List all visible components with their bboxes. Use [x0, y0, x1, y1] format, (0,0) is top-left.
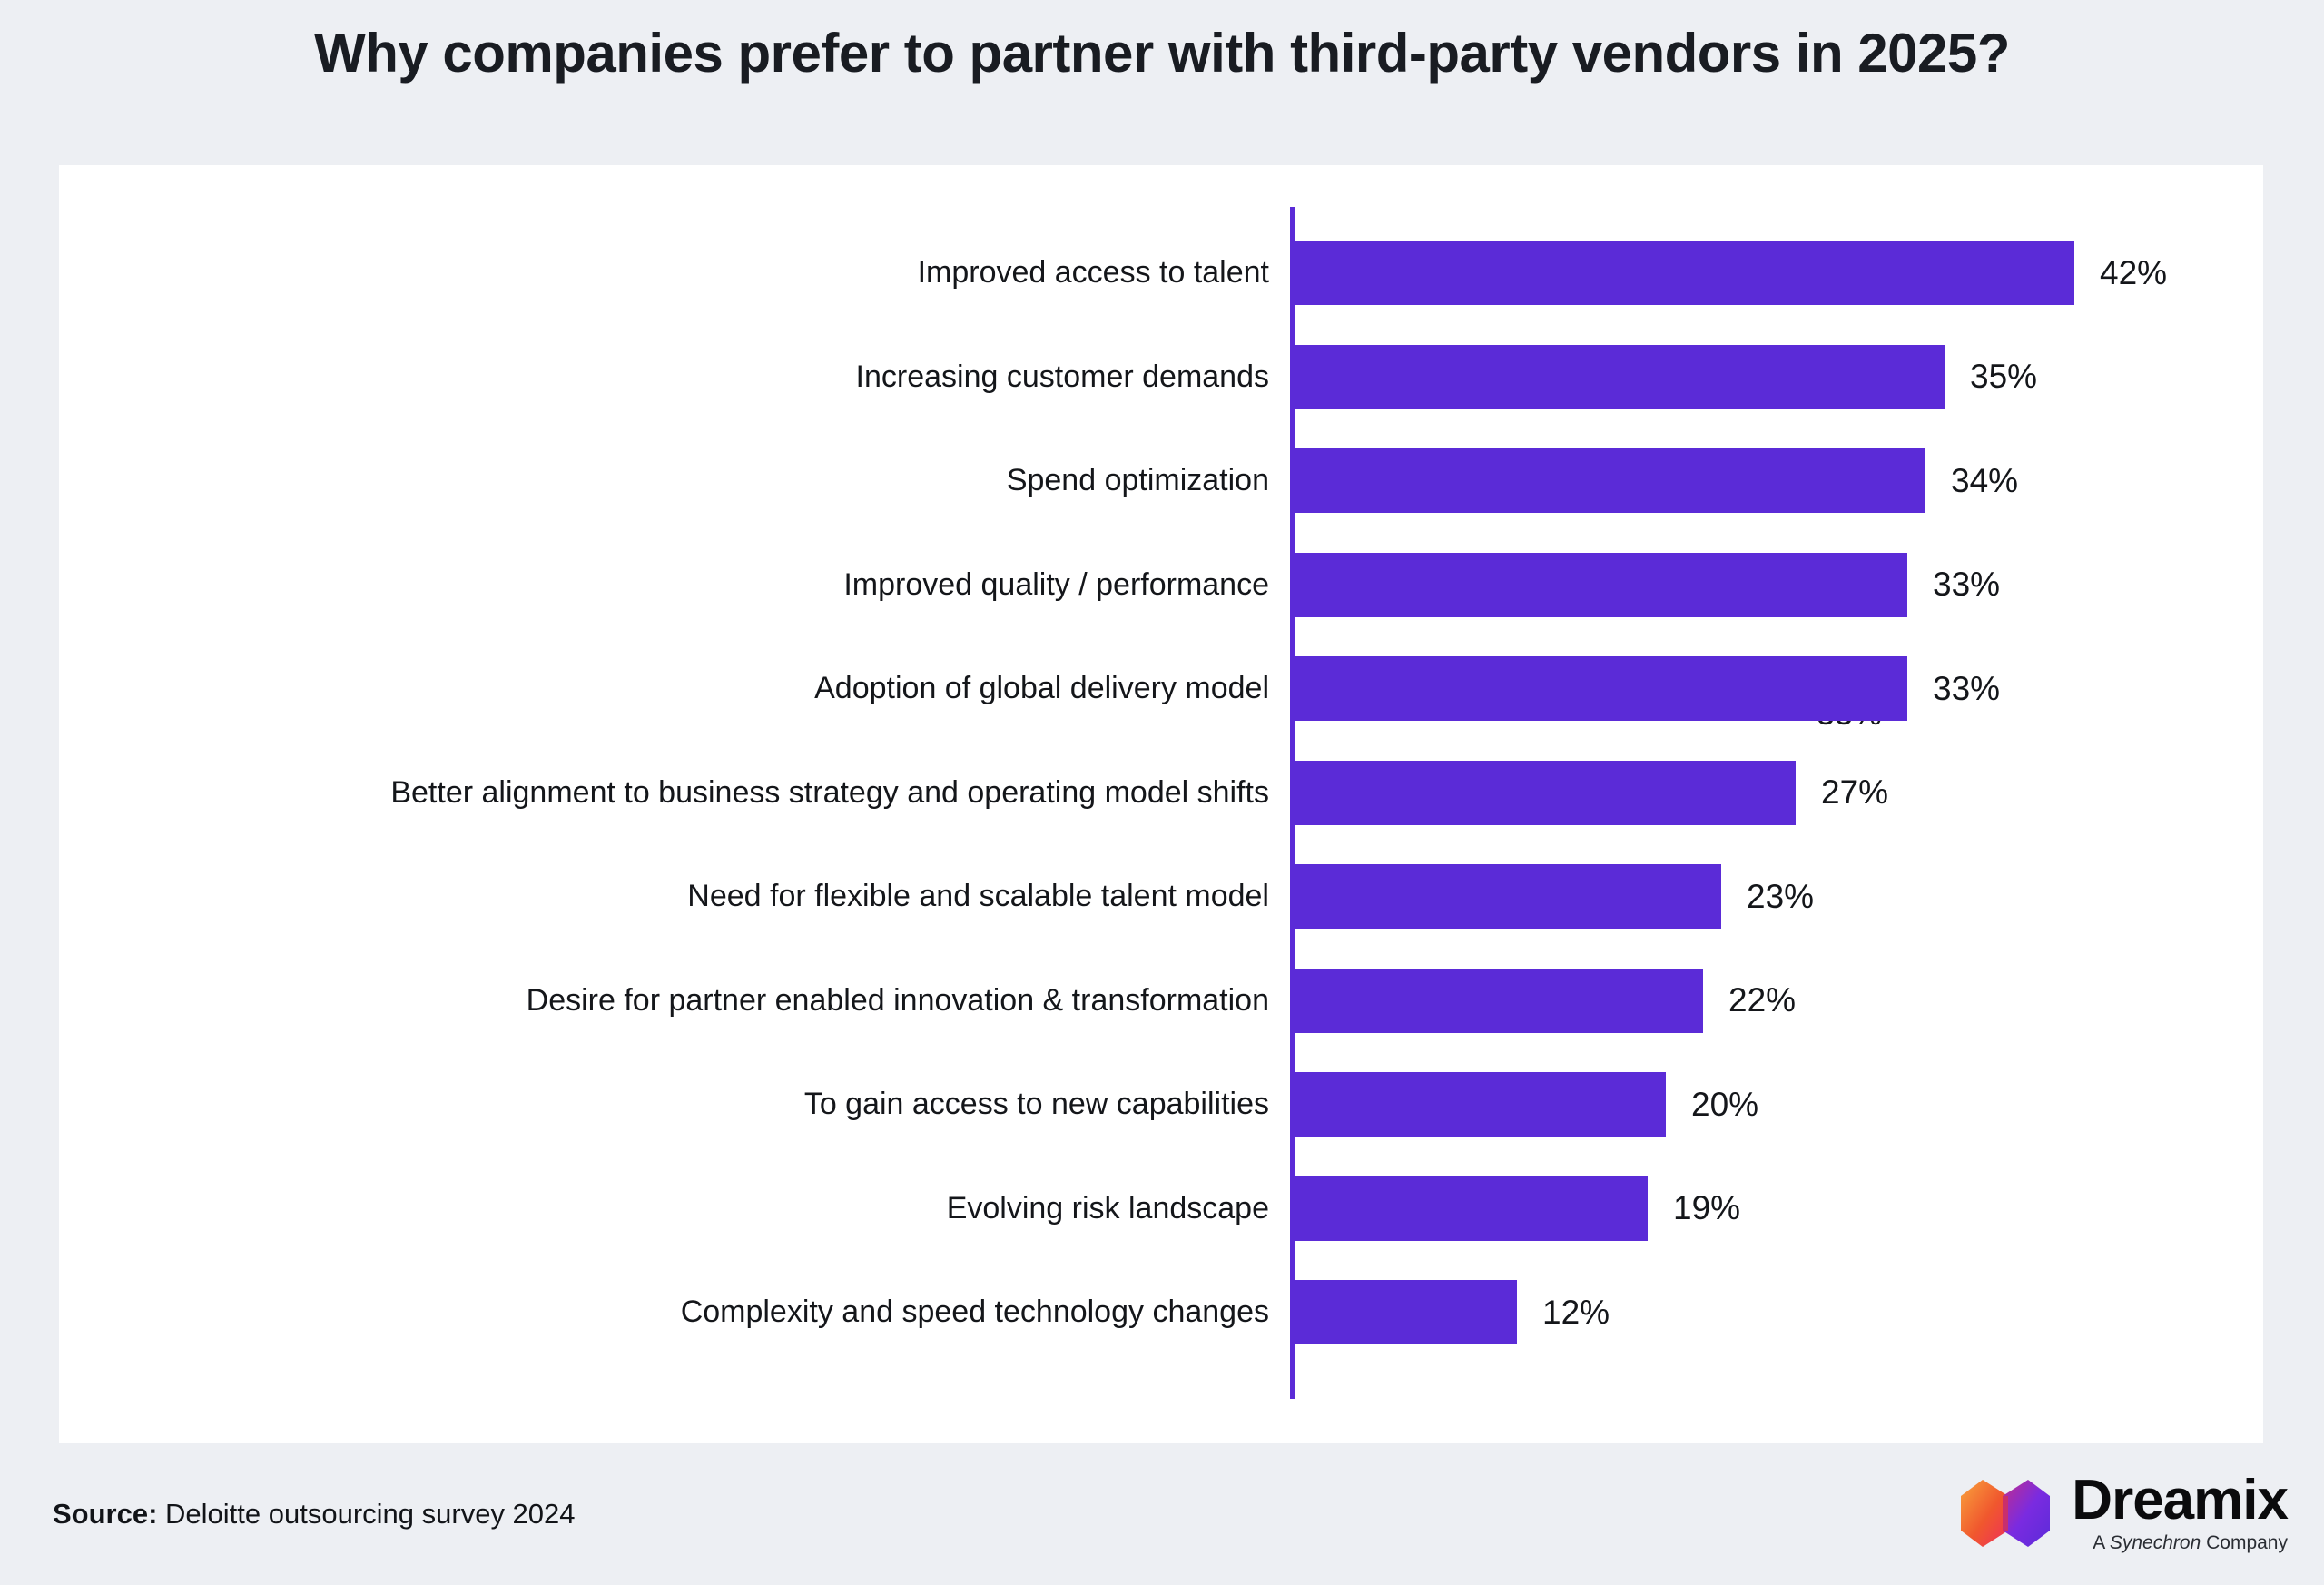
chart-card: Improved access to talent 42% Increasing c… [59, 165, 2263, 1443]
value-label: 22% [1728, 981, 1797, 1019]
category-label: Evolving risk landscape [946, 1190, 1269, 1226]
source-line: Source: Deloitte outsourcing survey 2024 [53, 1498, 576, 1531]
chart-row: Need for flexible and scalable talent mo… [59, 864, 2263, 929]
bar [1295, 552, 1907, 617]
tagline-prefix: A [2093, 1532, 2110, 1553]
category-label: Improved access to talent [917, 255, 1269, 290]
category-label: Better alignment to business strategy an… [390, 774, 1269, 810]
category-label: Increasing customer demands [855, 359, 1269, 394]
value-label: 33% [1933, 566, 2001, 603]
chart-row: Adoption of global delivery model 33% [59, 656, 2263, 721]
bar [1295, 448, 1925, 513]
value-label: 27% [1821, 773, 1889, 811]
bar [1295, 968, 1703, 1033]
dreamix-logo-text: Dreamix A Synechron Company [2072, 1469, 2289, 1554]
bar [1295, 1176, 1648, 1241]
bar [1295, 344, 1945, 409]
chart-row: Spend optimization 34% [59, 448, 2263, 513]
chart-row: Improved quality / performance 33% [59, 552, 2263, 617]
value-label: 23% [1747, 877, 1815, 915]
bar [1295, 864, 1721, 929]
page-title: Why companies prefer to partner with thi… [314, 23, 2010, 84]
category-label: Spend optimization [1006, 463, 1269, 497]
value-label: 33% [1933, 669, 2001, 707]
value-label: 20% [1691, 1085, 1759, 1123]
tagline-brand: Synechron [2109, 1532, 2201, 1553]
chart-row: Increasing customer demands 35% [59, 344, 2263, 409]
value-label: 42% [2100, 253, 2168, 291]
value-label: 12% [1542, 1293, 1610, 1331]
value-label: 35% [1970, 358, 2038, 395]
category-label: Improved quality / performance [843, 566, 1269, 602]
dreamix-logo: Dreamix A Synechron Company [1957, 1469, 2289, 1554]
chart-row: Evolving risk landscape 19% [59, 1176, 2263, 1241]
axis-baseline [1290, 207, 1295, 1399]
category-label: Desire for partner enabled innovation & … [526, 982, 1269, 1018]
dreamix-wordmark: Dreamix [2072, 1469, 2289, 1531]
chart-rows: Improved access to talent 42% Increasing c… [59, 165, 2263, 1443]
bar [1295, 241, 2074, 305]
value-label: 19% [1673, 1189, 1741, 1226]
bar [1295, 1072, 1666, 1137]
bar [1295, 1280, 1517, 1344]
tagline-suffix: Company [2201, 1532, 2288, 1553]
chart-row: Desire for partner enabled innovation & … [59, 968, 2263, 1033]
chart-row: Complexity and speed technology changes 1… [59, 1280, 2263, 1344]
category-label: Adoption of global delivery model [814, 671, 1269, 705]
dreamix-logo-mark-icon [1961, 1480, 2051, 1547]
bar [1295, 656, 1907, 721]
dreamix-tagline: A Synechron Company [2093, 1532, 2288, 1554]
source-text: Deloitte outsourcing survey 2024 [157, 1498, 576, 1530]
category-label: Need for flexible and scalable talent mo… [687, 879, 1269, 913]
category-label: To gain access to new capabilities [803, 1087, 1269, 1121]
chart-row: To gain access to new capabilities 20% [59, 1072, 2263, 1137]
bar [1295, 760, 1796, 825]
chart-row: Better alignment to business strategy an… [59, 760, 2263, 825]
category-label: Complexity and speed technology changes [680, 1295, 1269, 1329]
value-label: 34% [1951, 461, 2019, 499]
chart-row: Improved access to talent 42% [59, 241, 2263, 305]
source-label: Source: [53, 1498, 158, 1530]
